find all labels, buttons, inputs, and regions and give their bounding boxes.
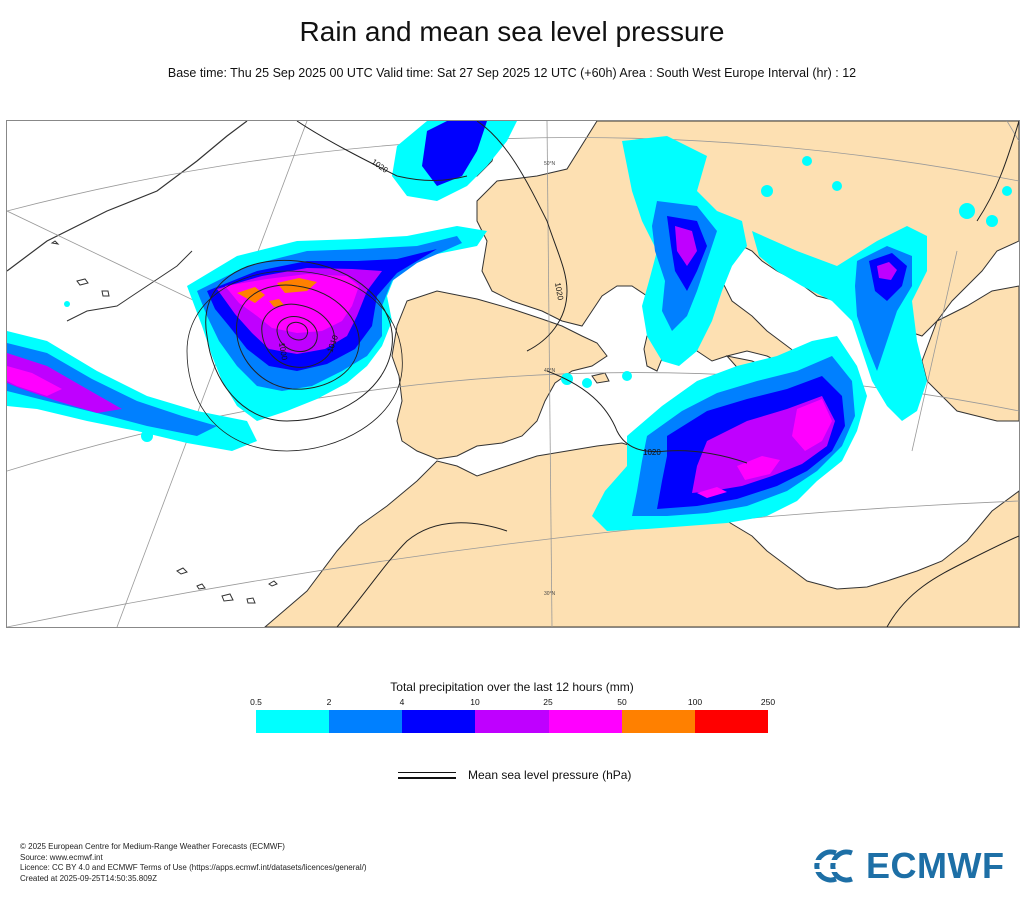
isobar-africa <box>336 522 508 627</box>
isobar-cyc-4 <box>276 316 318 352</box>
map-svg: 1020 1020 1020 1000 1010 50°N 40°N 30°N <box>7 121 1019 627</box>
lat-label: 30°N <box>544 591 556 597</box>
precip-balkan-magenta <box>877 262 897 280</box>
coast-greenland-area <box>66 250 193 322</box>
isobar-cyc-1 <box>205 259 393 422</box>
precip-band-blue <box>7 343 217 436</box>
legend-swatch <box>621 710 695 733</box>
isobar-label: 1020 <box>553 282 565 302</box>
isobar-label: 1020 <box>643 448 661 457</box>
precip-layer <box>7 121 1012 531</box>
isobar-cyc-3 <box>261 303 335 368</box>
isobar-outer-cyc <box>186 270 403 452</box>
isobar-east <box>886 535 1019 627</box>
land-europe <box>476 121 1019 392</box>
legend-swatch <box>329 710 403 733</box>
legend-swatch <box>475 710 549 733</box>
ecmwf-logo: ECMWF <box>814 845 1006 886</box>
legend-tick: 4 <box>399 697 405 707</box>
land-greece-turkey <box>921 285 1019 422</box>
isobar-label: 1020 <box>370 157 390 175</box>
land-islands-north <box>50 240 110 297</box>
footer-copyright: © 2025 European Centre for Medium-Range … <box>20 842 285 851</box>
isobar-cyc-5 <box>286 321 309 341</box>
legend-swatch <box>402 710 476 733</box>
ecmwf-logo-text: ECMWF <box>866 845 1005 886</box>
precip-band-magenta <box>7 353 122 413</box>
legend-colorbar <box>256 710 768 733</box>
precip-cyclone-orange <box>237 278 317 307</box>
precip-north-navy <box>422 121 487 186</box>
legend-tick: 50 <box>617 697 627 707</box>
legend-title: Total precipitation over the last 12 hou… <box>390 680 634 694</box>
map-panel: 1020 1020 1020 1000 1010 50°N 40°N 30°N <box>6 120 1020 628</box>
legend-tick: 100 <box>687 697 703 707</box>
legend-swatch <box>256 710 330 733</box>
legend-swatch <box>548 710 622 733</box>
ecmwf-logo-icon <box>814 849 860 883</box>
footer-credits: © 2025 European Centre for Medium-Range … <box>20 842 367 884</box>
chart-subtitle: Base time: Thu 25 Sep 2025 00 UTC Valid … <box>167 66 857 80</box>
legend-tick: 2 <box>326 697 332 707</box>
lat-label: 50°N <box>544 161 556 167</box>
precip-band-pink <box>7 366 62 396</box>
chart-title: Rain and mean sea level pressure <box>299 16 725 47</box>
precip-med-magenta <box>697 399 832 498</box>
isobars <box>186 121 1019 627</box>
legend-swatch <box>694 710 768 733</box>
legend-tick: 10 <box>470 697 480 707</box>
land-balearics <box>591 372 610 384</box>
isobar-north-1020 <box>296 121 468 182</box>
legend-tick: 0.5 <box>250 697 262 707</box>
isobar-cyc-2 <box>236 284 360 390</box>
footer-licence: Licence: CC BY 4.0 and ECMWF Terms of Us… <box>20 863 367 872</box>
lat-label: 40°N <box>544 368 556 374</box>
precip-scatter <box>64 156 1012 442</box>
isobar-label: 1000 <box>277 342 289 362</box>
isobar-east2 <box>976 121 1019 222</box>
precip-alps-magenta <box>675 226 697 266</box>
legend-ticks: 0.5 2 4 10 25 50 100 250 <box>250 697 775 709</box>
isobar-france-1020 <box>476 121 568 352</box>
land-canaries <box>176 567 278 604</box>
legend-tick: 25 <box>543 697 553 707</box>
footer-created: Created at 2025-09-25T14:50:35.809Z <box>20 873 157 883</box>
isobar-med-1020 <box>546 370 748 464</box>
mslp-legend: Mean sea level pressure (hPa) <box>398 767 631 783</box>
footer-source: Source: www.ecmwf.int <box>20 852 103 862</box>
mslp-legend-label: Mean sea level pressure (hPa) <box>468 768 632 782</box>
legend-tick: 250 <box>760 697 776 707</box>
coast-iceland-area <box>7 121 248 272</box>
mslp-line-sample <box>398 771 456 779</box>
